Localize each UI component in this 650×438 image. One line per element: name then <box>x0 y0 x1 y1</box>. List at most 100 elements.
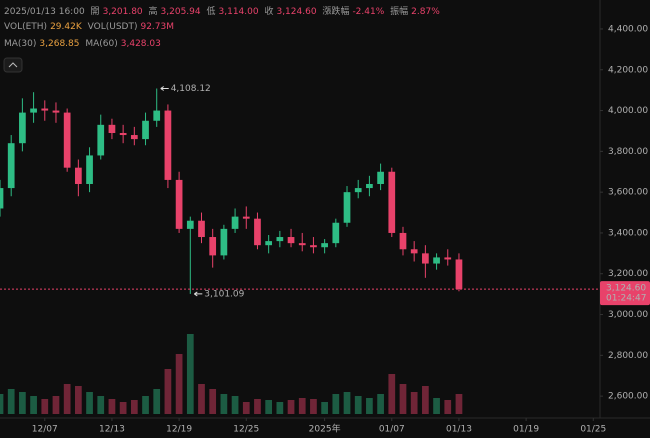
candle-body <box>41 108 49 111</box>
volume-bar <box>52 396 60 414</box>
candle-body <box>97 124 105 156</box>
x-tick-label: 01/07 <box>379 425 405 435</box>
candle-body <box>108 124 116 133</box>
time: 2025/01/13 16:00 <box>4 7 85 17</box>
candle-body <box>86 155 93 184</box>
candle-body <box>63 112 71 168</box>
candle-body <box>287 237 295 244</box>
volume-bar <box>343 392 351 414</box>
value: -2.41% <box>352 7 385 17</box>
candle-body <box>52 110 60 113</box>
label: 高 <box>148 7 158 17</box>
volume-bar <box>377 394 384 414</box>
volume-bar <box>310 399 317 414</box>
label: MA(60) <box>85 39 118 49</box>
x-tick-label: 12/19 <box>166 425 192 435</box>
volume-bar <box>410 392 418 414</box>
label: VOL(ETH) <box>4 22 48 32</box>
y-tick-label: 4,400.00 <box>608 24 648 34</box>
label: 開 <box>90 7 100 17</box>
candle-body <box>242 216 250 219</box>
volume-bar <box>399 384 407 414</box>
header-line: 2025/01/13 16:00 開 3,201.80 高 3,205.94 低 3,… <box>4 4 443 17</box>
volume-bar <box>63 384 71 414</box>
candle-body <box>119 132 127 136</box>
y-tick-label: 4,000.00 <box>608 106 648 116</box>
annotation: 3,101.09 <box>204 289 244 299</box>
y-tick-label: 3,000.00 <box>608 310 648 320</box>
y-tick-label: 3,200.00 <box>608 269 648 279</box>
x-tick-label: 12/13 <box>99 425 125 435</box>
candle-body <box>298 243 306 246</box>
volume-bar <box>86 392 93 414</box>
volume-bar <box>30 396 37 414</box>
volume-bar <box>298 398 306 414</box>
volume-bar <box>444 400 452 414</box>
candle-body <box>310 245 317 248</box>
candle-body <box>343 192 351 223</box>
header-line: VOL(ETH) 29.42K VOL(USDT) 92.73M <box>4 22 177 32</box>
value: 29.42K <box>50 22 82 32</box>
candle-body <box>377 171 384 184</box>
candle-body <box>433 257 440 264</box>
candle-body <box>254 218 261 246</box>
volume-bar <box>164 369 172 414</box>
candle-body <box>186 220 194 229</box>
volume-bar <box>19 392 26 414</box>
candle-body <box>276 237 284 242</box>
value: 3,268.85 <box>39 39 80 49</box>
annotation: 4,108.12 <box>171 84 211 94</box>
volume-bar <box>354 396 362 414</box>
x-tick-label: 2025年 <box>309 423 341 435</box>
candle-body <box>7 143 15 189</box>
label: 低 <box>206 7 216 17</box>
label: 漲跌幅 <box>322 7 350 17</box>
candle-body <box>209 237 217 256</box>
x-tick-label: 01/13 <box>446 425 472 435</box>
value: 3,205.94 <box>160 7 201 17</box>
volume-bar <box>287 400 295 414</box>
label: 振幅 <box>390 7 409 17</box>
x-tick-label: 12/25 <box>233 425 259 435</box>
value: 3,124.60 <box>276 7 317 17</box>
volume-bar <box>433 398 440 414</box>
y-tick-label: 3,400.00 <box>608 228 648 238</box>
volume-bar <box>422 386 429 414</box>
candle-body <box>30 108 37 113</box>
collapse-icon <box>8 62 18 68</box>
value: 3,201.80 <box>102 7 143 17</box>
candle-body <box>455 259 463 290</box>
y-tick-label: 3,600.00 <box>608 188 648 198</box>
annotation-arrow <box>194 291 203 297</box>
volume-bar <box>276 402 284 414</box>
candle-body <box>321 243 328 248</box>
candle-body <box>0 188 4 209</box>
volume-bar <box>97 396 105 414</box>
volume-bar <box>75 386 82 414</box>
candle-body <box>410 249 418 254</box>
volume-bar <box>220 394 228 414</box>
label: MA(30) <box>4 39 37 49</box>
x-tick-label: 01/25 <box>580 425 606 435</box>
candle-body <box>366 183 373 189</box>
volume-bar <box>41 399 49 414</box>
volume-bar <box>142 396 149 414</box>
candle-body <box>444 257 452 260</box>
volume-bar <box>119 402 127 414</box>
volume-bar <box>186 334 194 414</box>
candle-body <box>332 222 340 244</box>
volume-bar <box>198 384 205 414</box>
annotation-arrow <box>160 86 169 91</box>
volume-bar <box>366 398 373 414</box>
volume-bar <box>231 396 239 414</box>
label: VOL(USDT) <box>87 22 138 32</box>
volume-bar <box>388 374 396 414</box>
value: 92.73M <box>140 22 175 32</box>
collapse-button[interactable] <box>3 57 23 73</box>
volume-bar <box>321 402 328 414</box>
y-tick-label: 4,200.00 <box>608 65 648 75</box>
volume-bar <box>175 354 183 414</box>
volume-bar <box>455 394 463 414</box>
